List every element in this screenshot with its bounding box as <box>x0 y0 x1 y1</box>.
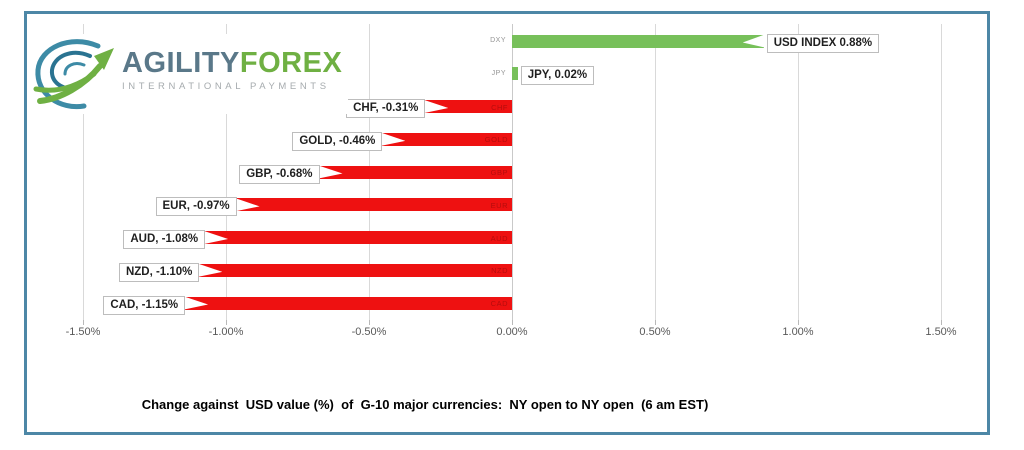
data-label-cad: CAD, -1.15% <box>103 295 186 315</box>
data-label-chf: CHF, -0.31% <box>346 99 426 118</box>
axis-tick-label: 0.50% <box>639 326 671 338</box>
axis-tick-label: -1.00% <box>208 326 244 338</box>
data-label-gold: GOLD, -0.46% <box>292 131 383 151</box>
data-label-jpy: JPY, 0.02% <box>520 66 595 86</box>
axis-tick-label: -1.50% <box>65 326 101 338</box>
logo-text: AGILITYFOREX INTERNATIONAL PAYMENTS <box>122 36 342 92</box>
bar-chf <box>423 100 512 113</box>
bar-cad <box>183 296 512 310</box>
agilityforex-logo: AGILITYFOREX INTERNATIONAL PAYMENTS <box>30 34 349 114</box>
logo-tagline: INTERNATIONAL PAYMENTS <box>122 81 330 92</box>
axis-tick <box>941 320 942 325</box>
gridline <box>226 24 227 320</box>
axis-tick-label: 0.00% <box>496 326 528 338</box>
bar-category-label: CHF <box>491 102 508 112</box>
brand-name: AGILITYFOREX <box>122 48 342 78</box>
bar-gold <box>380 132 512 146</box>
axis-tick <box>369 320 370 325</box>
axis-tick <box>226 320 227 325</box>
axis-tick <box>512 320 513 325</box>
data-label-eur: EUR, -0.97% <box>155 197 237 217</box>
bar-eur <box>234 198 512 212</box>
bar-category-label: CAD <box>490 299 508 308</box>
axis-tick <box>655 320 656 325</box>
zero-gridline <box>512 24 513 320</box>
data-label-aud: AUD, -1.08% <box>123 230 206 249</box>
gridline <box>655 24 656 320</box>
brand-forex: FOREX <box>239 47 343 79</box>
bar-category-label: GOLD <box>484 135 508 145</box>
bar-category-label: GBP <box>490 168 508 177</box>
bar-category-label: NZD <box>491 266 508 276</box>
data-label-nzd: NZD, -1.10% <box>118 262 200 282</box>
gridline <box>798 24 799 320</box>
bar-category-label: EUR <box>490 200 508 210</box>
bar-category-label: DXY <box>490 37 506 44</box>
brand-agility: AGILITY <box>122 47 240 79</box>
data-label-gbp: GBP, -0.68% <box>239 164 320 184</box>
bar-nzd <box>197 263 512 277</box>
bar-category-label: JPY <box>491 69 506 77</box>
gridline <box>83 24 84 320</box>
axis-tick <box>83 320 84 325</box>
axis-tick-label: 1.50% <box>925 326 957 338</box>
chart-caption: Change against USD value (%) of G-10 maj… <box>141 397 709 412</box>
bar-aud <box>203 231 512 244</box>
globe-swoosh-icon <box>33 39 114 110</box>
axis-tick-label: -0.50% <box>351 326 387 338</box>
bar-category-label: AUD <box>490 233 508 243</box>
bar-dxy <box>512 34 764 48</box>
bar-gbp <box>317 165 512 179</box>
bar-jpy <box>512 67 518 81</box>
gridline <box>941 24 942 320</box>
axis-tick <box>798 320 799 325</box>
data-label-dxy: USD INDEX 0.88% <box>766 33 880 53</box>
axis-tick-label: 1.00% <box>782 326 814 338</box>
